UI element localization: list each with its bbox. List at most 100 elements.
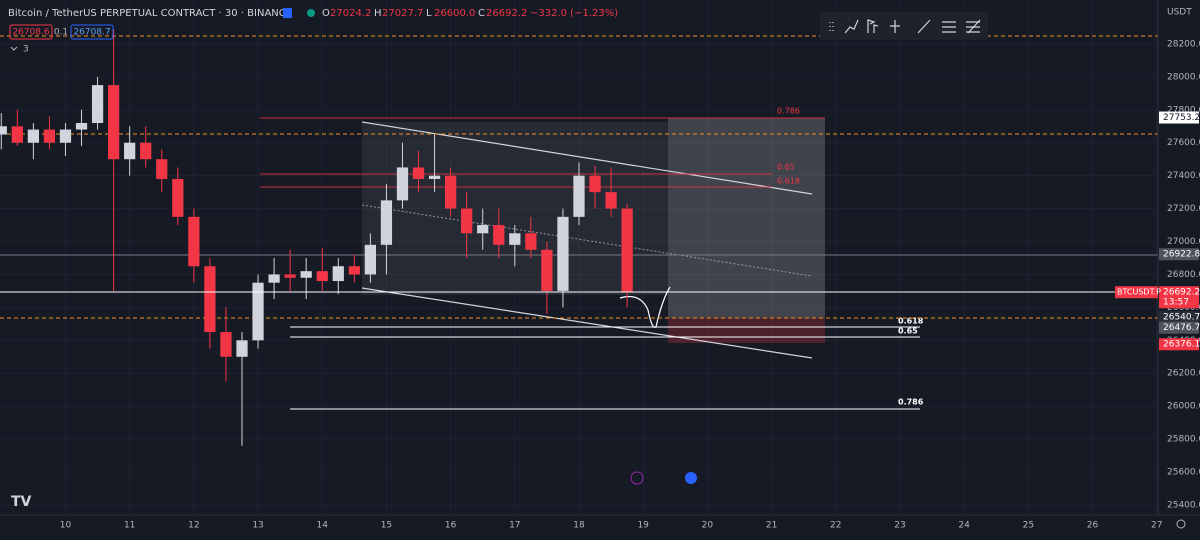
footer: TV [11, 471, 1186, 529]
candle-body [541, 249, 553, 291]
price-tag [1159, 338, 1199, 351]
buy-button[interactable] [70, 24, 114, 40]
ohlc-key: H [374, 8, 382, 19]
change: −332.0 (−1.23%) [530, 8, 618, 19]
x-tick-label: 21 [766, 521, 777, 531]
x-tick-label: 16 [445, 521, 457, 531]
settings-icon[interactable] [1176, 519, 1186, 529]
x-tick-label: 24 [958, 521, 970, 531]
y-tick-label: 27200.0 [1167, 204, 1200, 214]
x-tick-label: 25 [1023, 521, 1034, 531]
symbol-title[interactable]: Bitcoin / TetherUS PERPETUAL CONTRACT · … [8, 8, 292, 19]
y-tick-label: 27400.0 [1167, 171, 1200, 181]
y-tick-label: 28200.0 [1167, 39, 1200, 49]
x-tick-label: 15 [381, 521, 392, 531]
collapse-icon[interactable] [10, 46, 18, 51]
ohlc-key: C [478, 8, 485, 19]
candle-body [75, 122, 88, 130]
x-tick-label: 20 [702, 521, 714, 531]
candle-body [188, 216, 200, 267]
price-axis [1158, 0, 1200, 536]
spread: 0.1 [54, 28, 68, 38]
symbol-label: BTCUSDT.P [1117, 288, 1161, 297]
sell-button[interactable] [9, 24, 53, 40]
price-tag [1159, 311, 1199, 324]
tool-icon[interactable] [967, 19, 981, 34]
x-tick-label: 18 [573, 521, 585, 531]
x-tick-label: 23 [894, 521, 905, 531]
last-price-label: 26692.2 [1163, 288, 1200, 298]
candle-body [236, 340, 248, 357]
candle-body [11, 126, 23, 143]
y-tick-label: 27000.0 [1167, 237, 1200, 247]
countdown: 13:57 [1163, 298, 1189, 308]
candle-body [156, 159, 168, 179]
tool-icon[interactable] [942, 21, 956, 33]
indicator-count[interactable]: 3 [23, 45, 29, 55]
ohlc-value: 27024.2 [330, 8, 371, 19]
candle-body [605, 192, 617, 209]
candle-body [509, 233, 521, 245]
candle-body [268, 274, 280, 283]
candle-body [140, 142, 152, 160]
event-icon[interactable] [685, 472, 697, 484]
candle-body [396, 167, 409, 201]
tool-icon[interactable] [917, 19, 931, 34]
fib-label: 0.618 [898, 317, 924, 326]
ohlc-key: O [322, 8, 330, 19]
price-tag-label: 26376.1 [1163, 340, 1200, 350]
candle-body [252, 282, 264, 341]
symbol-tag [1115, 286, 1158, 299]
ohlc-value: 27027.7 [382, 8, 423, 19]
x-tick-label: 17 [509, 521, 520, 531]
candle-body [220, 332, 232, 357]
x-tick-label: 27 [1151, 521, 1162, 531]
candle-body [573, 175, 585, 217]
x-tick-label: 10 [60, 521, 72, 531]
x-tick-label: 22 [830, 521, 841, 531]
candle-body [428, 175, 441, 179]
price-tag [1159, 111, 1199, 124]
drag-handle[interactable] [829, 22, 834, 31]
buy-price[interactable]: 26708.7 [73, 28, 110, 38]
candle-body [525, 233, 537, 250]
y-tick-label: 27800.0 [1167, 105, 1200, 115]
ohlc-value: 26600.0 [434, 8, 475, 19]
tool-icon[interactable] [890, 20, 900, 33]
y-tick-label: 26200.0 [1167, 369, 1200, 379]
candle-body [43, 129, 56, 143]
header: Bitcoin / TetherUS PERPETUAL CONTRACT · … [8, 8, 1192, 55]
candle-body [172, 178, 184, 217]
axes: 25400.025600.025800.026000.026200.026400… [60, 39, 1200, 530]
candle-body [364, 244, 376, 275]
logo[interactable]: TV [11, 494, 32, 510]
candle-body [59, 129, 72, 143]
candle-body [412, 167, 425, 179]
candle-body [204, 266, 216, 333]
candle-body [348, 266, 360, 275]
price-tag [1159, 321, 1199, 334]
market-status [307, 9, 315, 17]
x-tick-label: 13 [252, 521, 263, 531]
candle-body [108, 85, 120, 160]
candle-body [445, 175, 457, 209]
sell-price[interactable]: 26708.6 [12, 28, 49, 38]
fib-label: 0.786 [777, 107, 800, 116]
x-tick-label: 11 [124, 521, 135, 531]
event-icon[interactable] [630, 471, 644, 485]
target-box [668, 118, 825, 318]
y-tick-label: 26000.0 [1167, 402, 1200, 412]
fib-label: 0.65 [898, 327, 918, 336]
drawing-toolbar [820, 12, 988, 40]
candle-body [332, 266, 344, 282]
candle-body [621, 208, 633, 293]
last-price-tag [1159, 286, 1199, 309]
currency[interactable]: USDT [1167, 8, 1192, 18]
y-tick-label: 25600.0 [1167, 468, 1200, 478]
price-tag-label: 26540.7 [1163, 313, 1200, 323]
tool-icon[interactable] [844, 19, 859, 34]
tool-icon[interactable] [867, 19, 879, 33]
flag-icon[interactable] [283, 8, 292, 18]
candle-body [300, 271, 312, 278]
